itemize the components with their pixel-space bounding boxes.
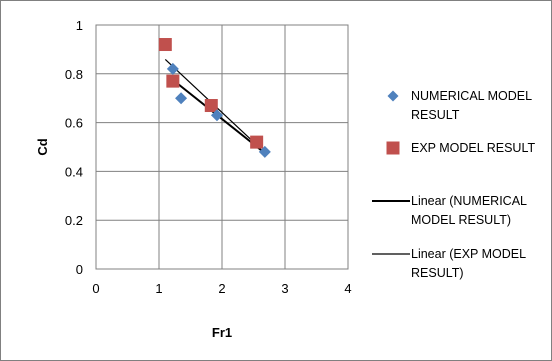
legend-label: MODEL RESULT): [411, 213, 511, 227]
legend-label: Linear (EXP MODEL: [411, 247, 526, 261]
y-tick-label: 0.2: [65, 213, 83, 228]
legend-label: RESULT: [411, 108, 460, 122]
y-tick-label: 0: [76, 262, 83, 277]
x-tick-label: 4: [344, 281, 351, 296]
exp-point: [250, 135, 264, 149]
numerical-point: [258, 145, 271, 158]
data-points: [158, 38, 271, 158]
x-tick-label: 0: [92, 281, 99, 296]
legend-label: NUMERICAL MODEL: [411, 89, 532, 103]
numerical-point: [166, 62, 179, 75]
y-tick-label: 0.4: [65, 164, 83, 179]
exp-point: [204, 99, 218, 113]
x-axis-ticks: 0 1 2 3 4: [92, 281, 351, 296]
numerical-point: [210, 109, 223, 122]
legend: NUMERICAL MODEL RESULT EXP MODEL RESULT Lin…: [372, 89, 535, 280]
y-tick-label: 0.8: [65, 67, 83, 82]
plot-area-border: [95, 24, 349, 270]
exp-point: [158, 38, 172, 52]
legend-label: Linear (NUMERICAL: [411, 194, 527, 208]
y-axis-ticks: 0 0.2 0.4 0.6 0.8 1: [65, 18, 83, 277]
x-tick-label: 1: [155, 281, 162, 296]
exp-point: [166, 74, 180, 88]
legend-diamond-icon: [387, 90, 399, 102]
y-tick-label: 0.6: [65, 116, 83, 131]
y-tick-label: 1: [76, 18, 83, 33]
x-axis-title: Fr1: [212, 325, 232, 340]
x-tick-label: 3: [281, 281, 288, 296]
numerical-point: [175, 92, 188, 105]
x-tick-label: 2: [218, 281, 225, 296]
y-axis-title: Cd: [35, 138, 50, 155]
legend-square-icon: [386, 141, 400, 155]
legend-label: EXP MODEL RESULT: [411, 141, 535, 155]
legend-label: RESULT): [411, 266, 464, 280]
